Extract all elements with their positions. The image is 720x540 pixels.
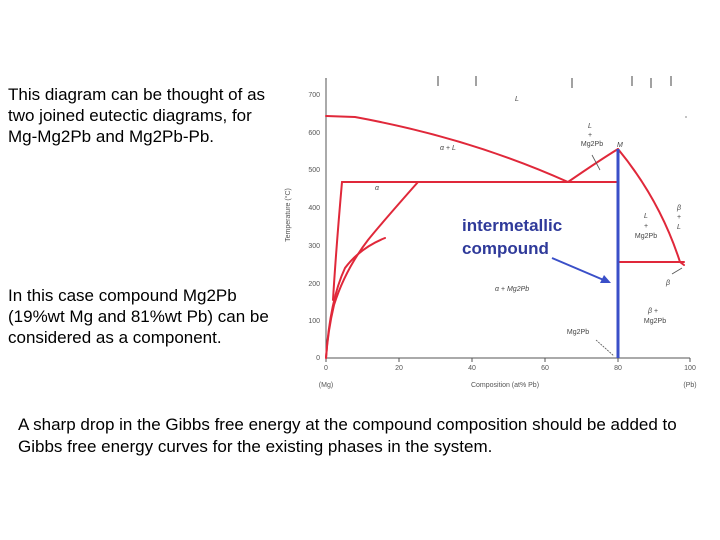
- y-tick-label: 300: [308, 243, 320, 250]
- region-beta-plus: β +: [647, 308, 658, 315]
- y-tick-label: 100: [308, 318, 320, 325]
- callout-arrowhead: [600, 275, 611, 283]
- region-lower-l: L: [644, 213, 648, 220]
- region-upper-plus: +: [588, 132, 592, 139]
- region-alpha: α: [375, 185, 380, 192]
- x-tick-label: 40: [468, 365, 476, 372]
- x-tick-label: 60: [541, 365, 549, 372]
- x-axis-label: Composition (at% Pb): [471, 382, 539, 389]
- y-tick-label: 600: [308, 130, 320, 137]
- top-tick-marks: [325, 76, 672, 88]
- region-beta-l-plus: +: [677, 214, 681, 221]
- liquidus-left: [325, 115, 569, 183]
- x-end-right-label: (Pb): [683, 382, 696, 389]
- region-liquid: L: [515, 96, 519, 103]
- region-alpha-plus-mg2pb: α + Mg2Pb: [495, 286, 529, 293]
- top-note: This diagram can be thought of as two jo…: [8, 85, 266, 146]
- callout-line-2: compound: [462, 239, 549, 258]
- y-tick-label: 700: [308, 92, 320, 99]
- callout-arrow: [551, 257, 607, 282]
- region-lower-mg2pb: Mg2Pb: [635, 233, 657, 240]
- callout-line-1: intermetallic: [462, 216, 562, 235]
- region-upper-mg2pb: Mg2Pb: [581, 141, 603, 148]
- y-tick-label: 400: [308, 205, 320, 212]
- compound-label: Mg2Pb: [567, 329, 589, 336]
- x-tick-label: 100: [684, 365, 696, 372]
- solvus-alpha-inner: [325, 237, 386, 359]
- region-beta-l-b: β: [676, 205, 681, 212]
- region-beta-mg2pb: Mg2Pb: [644, 318, 666, 325]
- y-tick-label: 500: [308, 167, 320, 174]
- y-tick-label: 200: [308, 281, 320, 288]
- liquidus-compound-left: [567, 148, 619, 183]
- liquidus-compound-right: [617, 148, 681, 263]
- point-m: M: [617, 142, 623, 149]
- region-lower-plus: +: [644, 223, 648, 230]
- x-tick-label: 20: [395, 365, 403, 372]
- region-upper-l: L: [588, 123, 592, 130]
- y-axis-label: Temperature (°C): [284, 188, 292, 242]
- bottom-note: A sharp drop in the Gibbs free energy at…: [18, 415, 677, 456]
- region-beta: β: [665, 280, 670, 287]
- x-end-left-label: (Mg): [319, 382, 333, 389]
- middle-note: In this case compound Mg2Pb (19%wt Mg an…: [8, 286, 269, 347]
- y-tick-label: 0: [316, 355, 320, 362]
- x-tick-label: 80: [614, 365, 622, 372]
- x-tick-label: 0: [324, 365, 328, 372]
- region-alpha-plus-l: α + L: [440, 145, 456, 152]
- region-beta-l-l: L: [677, 224, 681, 231]
